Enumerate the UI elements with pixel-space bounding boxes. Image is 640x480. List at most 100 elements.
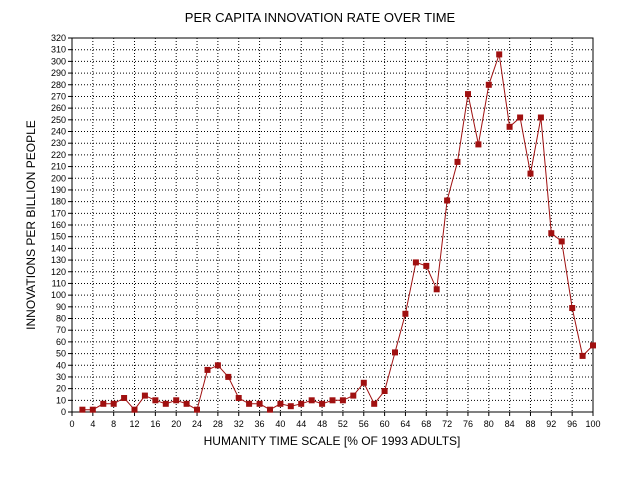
data-point (590, 342, 596, 349)
data-point (360, 379, 367, 386)
y-tick-label: 310 (51, 45, 66, 55)
y-tick-label: 270 (51, 91, 66, 101)
y-tick-label: 90 (56, 302, 66, 312)
x-tick-label: 56 (359, 419, 369, 429)
y-tick-label: 60 (56, 337, 66, 347)
x-tick-label: 20 (171, 419, 181, 429)
x-tick-label: 8 (111, 419, 116, 429)
y-tick-label: 250 (51, 115, 66, 125)
x-tick-label: 0 (69, 419, 74, 429)
data-point (162, 400, 169, 407)
data-point (465, 91, 471, 98)
y-tick-label: 110 (52, 278, 66, 288)
y-tick-label: 50 (56, 349, 66, 359)
x-tick-labels: 0 4 8 12 16 20 24 28 32 36 40 44 48 52 56 60 64 68 72 76 80 8… (69, 419, 600, 429)
x-tick-label: 36 (255, 419, 265, 429)
x-tick-label: 92 (546, 419, 556, 429)
x-tick-label: 76 (463, 419, 473, 429)
data-point (433, 286, 440, 293)
data-point (298, 400, 305, 407)
data-point (392, 349, 398, 356)
x-tick-label: 40 (275, 419, 285, 429)
y-tick-label: 0 (61, 407, 66, 417)
data-point (444, 197, 451, 204)
y-tick-label: 30 (56, 372, 66, 382)
tick-layer (68, 37, 594, 416)
y-tick-label: 100 (51, 290, 66, 300)
data-point (173, 397, 180, 404)
data-point (131, 406, 138, 413)
y-tick-label: 40 (56, 360, 66, 370)
x-tick-label: 84 (505, 419, 515, 429)
data-point (517, 114, 524, 121)
data-point (558, 238, 565, 245)
x-tick-label: 68 (421, 419, 431, 429)
data-point (287, 403, 294, 410)
data-point (402, 310, 409, 317)
y-tick-label: 180 (51, 197, 66, 207)
data-point (183, 400, 190, 407)
data-point (100, 400, 107, 407)
data-point (267, 406, 273, 413)
y-tick-label: 130 (51, 255, 66, 265)
x-tick-label: 96 (567, 419, 577, 429)
y-tick-label: 210 (51, 162, 66, 172)
x-tick-label: 48 (317, 419, 327, 429)
x-tick-label: 16 (150, 419, 160, 429)
y-tick-label: 170 (51, 208, 66, 218)
data-point (350, 392, 357, 399)
data-point (579, 352, 586, 359)
data-point (89, 406, 96, 413)
x-tick-label: 12 (130, 419, 140, 429)
y-tick-label: 10 (56, 395, 66, 405)
data-point (194, 406, 200, 413)
x-tick-label: 100 (585, 419, 600, 429)
y-tick-label: 280 (51, 80, 66, 90)
x-tick-label: 80 (484, 419, 494, 429)
x-tick-label: 32 (234, 419, 244, 429)
data-point (506, 123, 513, 130)
x-tick-label: 64 (400, 419, 410, 429)
y-tick-label: 260 (51, 103, 66, 113)
grid-layer (72, 38, 593, 412)
x-tick-label: 52 (338, 419, 348, 429)
x-tick-label: 44 (296, 419, 306, 429)
data-point (110, 400, 117, 407)
y-tick-label: 300 (51, 56, 66, 66)
y-axis-label: INNOVATIONS PER BILLION PEOPLE (24, 120, 38, 330)
x-axis-label: HUMANITY TIME SCALE [% OF 1993 ADULTS] (204, 434, 461, 448)
data-point (475, 141, 482, 148)
data-point (141, 392, 148, 399)
x-tick-label: 88 (525, 419, 535, 429)
data-point (339, 397, 346, 404)
data-point (235, 395, 242, 401)
data-point (381, 388, 388, 394)
data-point (225, 373, 232, 380)
data-point (246, 400, 253, 407)
y-tick-label: 80 (56, 314, 66, 324)
x-tick-label: 60 (380, 419, 390, 429)
chart-title: PER CAPITA INNOVATION RATE OVER TIME (185, 10, 456, 25)
y-tick-label: 140 (51, 243, 66, 253)
data-point (214, 362, 221, 369)
x-tick-label: 28 (213, 419, 223, 429)
y-tick-label: 230 (51, 138, 66, 148)
data-point (204, 366, 211, 373)
y-tick-label: 200 (51, 173, 66, 183)
data-point (412, 259, 419, 266)
y-tick-label: 190 (51, 185, 66, 195)
data-point (308, 397, 315, 404)
y-tick-label: 290 (51, 68, 66, 78)
data-point (496, 51, 503, 58)
data-point (121, 395, 128, 401)
data-point (79, 406, 86, 413)
data-point (485, 81, 492, 88)
data-point (152, 397, 159, 404)
x-tick-label: 4 (90, 419, 95, 429)
data-point (319, 400, 326, 407)
data-point (371, 400, 378, 407)
data-point (256, 400, 263, 407)
data-point (548, 230, 555, 237)
